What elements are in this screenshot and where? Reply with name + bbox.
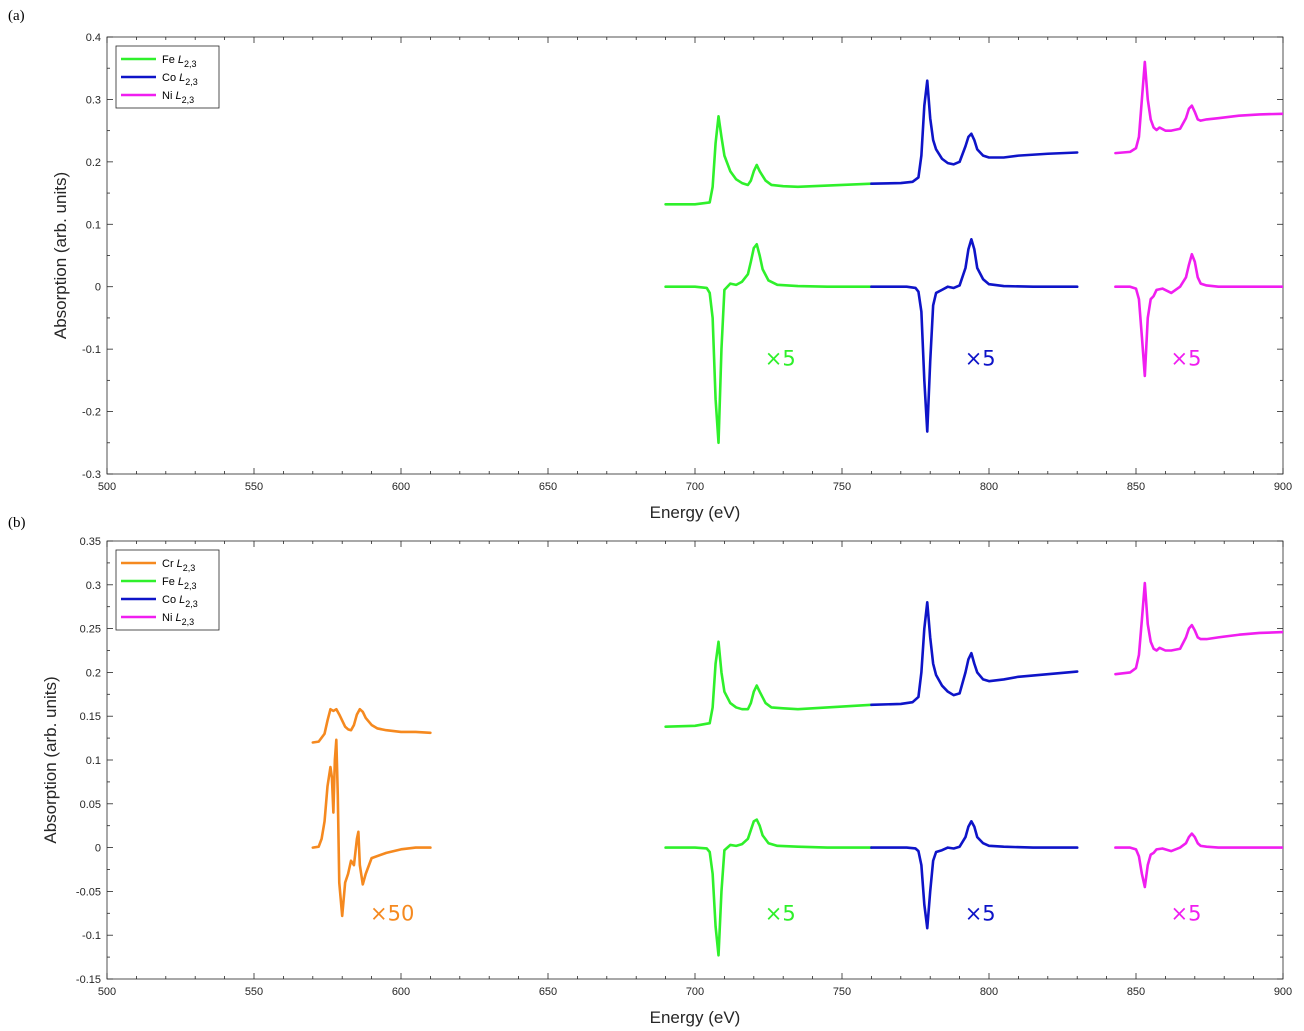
series-line-fe-xas	[664, 114, 873, 206]
y-tick-label: 0	[95, 282, 101, 294]
y-axis-title: Absorption (arb. units)	[51, 172, 70, 339]
series-line-co-xmcd	[870, 820, 1079, 930]
y-tick-label: 0.2	[86, 667, 101, 679]
series-line-co-xas	[870, 601, 1079, 707]
legend: Fe L2,3 Co L2,3 Ni L2,3	[115, 45, 220, 109]
x-tick-label: 600	[392, 481, 410, 493]
legend-label-fe: Fe L2,3	[162, 576, 197, 591]
scale-annotation-co: ×5	[965, 347, 996, 371]
scale-annotation-ni: ×5	[1170, 347, 1201, 371]
y-tick-label: -0.15	[76, 974, 101, 986]
y-tick-label: 0.1	[86, 755, 101, 767]
x-axis-title: Energy (eV)	[650, 503, 741, 522]
y-tick-label: 0	[95, 843, 101, 855]
x-tick-label: 750	[833, 481, 851, 493]
x-tick-label: 900	[1274, 481, 1292, 493]
x-tick-label: 850	[1127, 986, 1145, 998]
y-tick-label: 0.1	[86, 219, 101, 231]
chart-panel-2: (b) 500 550 600 650 700 750 800 850 900 -0.15 -0.1 -…	[8, 515, 1292, 1027]
x-tick-label: 650	[539, 481, 557, 493]
x-tick-label: 500	[98, 986, 116, 998]
series-line-ni-xas	[1114, 60, 1283, 155]
y-tick-label: 0.4	[86, 32, 101, 44]
series-line-fe-xas	[664, 640, 873, 729]
plot-frame	[106, 36, 1284, 475]
series-line-ni-xmcd	[1114, 252, 1283, 378]
panel-label: (b)	[8, 515, 26, 531]
y-axis-title: Absorption (arb. units)	[41, 676, 60, 843]
scale-annotation-fe: ×5	[765, 901, 796, 925]
x-tick-label: 600	[392, 986, 410, 998]
legend-label-ni: Ni L2,3	[162, 90, 194, 105]
y-tick-label: -0.05	[76, 886, 101, 898]
plot-frame	[106, 540, 1284, 980]
y-tick-label: 0.05	[80, 799, 101, 811]
scale-annotation-fe: ×5	[765, 347, 796, 371]
panel-label: (a)	[8, 8, 25, 24]
series-group	[664, 60, 1283, 445]
x-axis-title: Energy (eV)	[650, 1008, 741, 1027]
chart-panel-1: (a) 500 550 600 650 700 750 800 850 900 -0.3 -0.2 -0…	[8, 8, 1292, 522]
y-tick-label: 0.15	[80, 711, 101, 723]
series-line-co-xas	[870, 79, 1079, 186]
y-tick-label: -0.2	[82, 407, 101, 419]
series-line-cr-xas	[311, 707, 432, 744]
y-tick-label: -0.1	[82, 344, 101, 356]
series-line-cr-xmcd	[311, 738, 432, 918]
legend-label-cr: Cr L2,3	[162, 558, 195, 573]
y-tick-label: 0.2	[86, 157, 101, 169]
x-tick-label: 650	[539, 986, 557, 998]
x-tick-label: 750	[833, 986, 851, 998]
x-tick-label: 700	[686, 481, 704, 493]
x-tick-label: 500	[98, 481, 116, 493]
x-tick-label: 800	[980, 986, 998, 998]
y-tick-label: 0.3	[86, 580, 101, 592]
x-tick-label: 800	[980, 481, 998, 493]
scale-annotation-ni: ×5	[1170, 901, 1201, 925]
y-tick-label: 0.35	[80, 536, 101, 548]
x-tick-label: 850	[1127, 481, 1145, 493]
x-tick-label: 550	[245, 481, 263, 493]
y-tick-label: 0.3	[86, 94, 101, 106]
scale-annotation-co: ×5	[965, 901, 996, 925]
series-line-fe-xmcd	[664, 818, 873, 957]
series-group	[311, 581, 1283, 957]
legend-label-fe: Fe L2,3	[162, 54, 197, 69]
y-tick-label: -0.3	[82, 469, 101, 481]
series-line-fe-xmcd	[664, 242, 873, 445]
scale-annotation-cr: ×50	[370, 901, 414, 925]
series-line-ni-xas	[1114, 581, 1283, 676]
legend-label-co: Co L2,3	[162, 594, 198, 609]
legend: Cr L2,3 Fe L2,3 Co L2,3 Ni L2,3	[115, 549, 220, 631]
legend-label-ni: Ni L2,3	[162, 612, 194, 627]
legend-label-co: Co L2,3	[162, 72, 198, 87]
y-tick-label: -0.1	[82, 930, 101, 942]
x-tick-label: 700	[686, 986, 704, 998]
x-tick-label: 900	[1274, 986, 1292, 998]
series-line-co-xmcd	[870, 237, 1079, 433]
series-line-ni-xmcd	[1114, 832, 1283, 889]
x-tick-label: 550	[245, 986, 263, 998]
y-tick-label: 0.25	[80, 624, 101, 636]
